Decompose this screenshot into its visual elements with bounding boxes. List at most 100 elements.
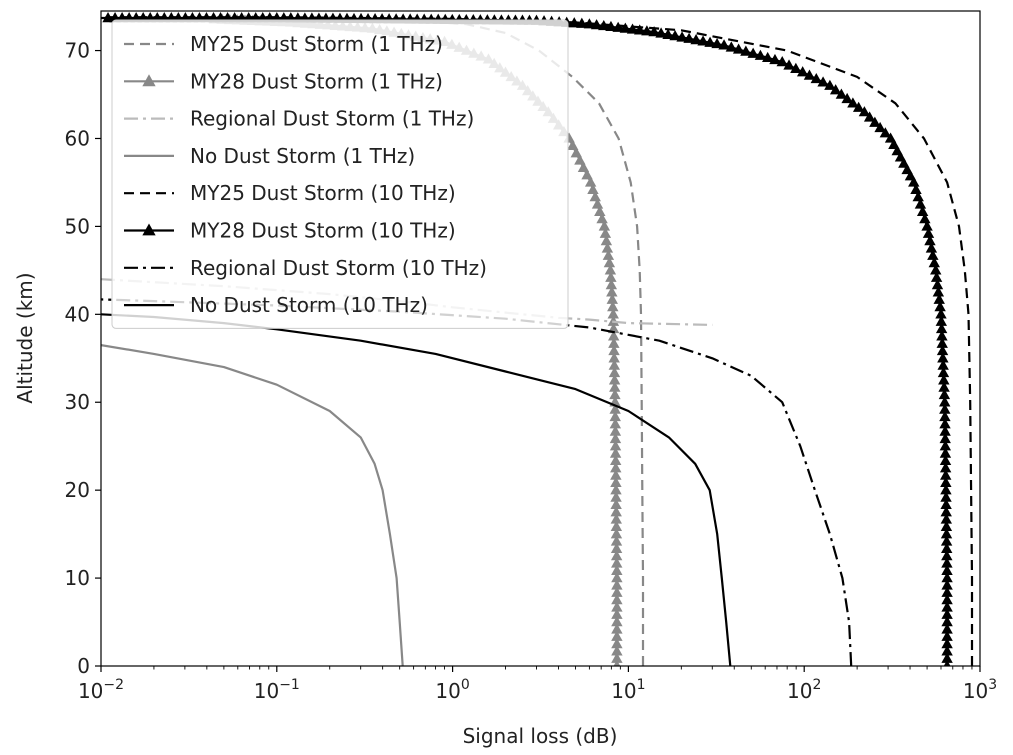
series-1-marker-43 <box>608 344 620 356</box>
series-5-marker-41 <box>937 359 949 370</box>
series-1-marker-64 <box>589 191 601 202</box>
legend-marker-1 <box>142 74 156 87</box>
series-1-marker-48 <box>607 308 619 319</box>
series-1-marker-68 <box>577 161 590 172</box>
series-5-marker-59 <box>922 227 935 238</box>
plot-frame <box>100 10 981 667</box>
series-5-marker-31 <box>939 432 951 444</box>
series-5-marker-66 <box>908 176 920 187</box>
series-5-marker-52 <box>931 279 944 290</box>
series-line-3 <box>101 344 404 666</box>
series-5-marker-65 <box>910 183 922 194</box>
legend-label-5: MY28 Dust Storm (10 THz) <box>190 219 456 243</box>
series-5-marker-23 <box>940 491 952 502</box>
series-1-marker-2 <box>611 645 623 656</box>
series-5-marker-7 <box>941 608 953 619</box>
series-1-marker-7 <box>611 608 623 619</box>
series-5-marker-46 <box>935 322 948 334</box>
series-1-marker-41 <box>608 359 621 370</box>
series-1-marker-45 <box>608 330 620 341</box>
x-tick-label-4: 102 <box>787 677 821 703</box>
series-5-marker-15 <box>941 550 953 561</box>
series-1-marker-9 <box>611 594 623 605</box>
series-5-marker-42 <box>937 352 949 363</box>
series-5-marker-82 <box>835 88 848 99</box>
series-5-marker-32 <box>939 425 951 436</box>
y-axis-title: Altitude (km) <box>13 272 37 403</box>
series-5-marker-47 <box>935 315 948 326</box>
series-1-marker-56 <box>602 249 615 260</box>
series-5-marker-25 <box>940 476 952 488</box>
series-1-marker-39 <box>608 374 621 385</box>
series-5-marker-50 <box>933 293 945 304</box>
series-5-marker-27 <box>939 462 952 473</box>
series-1-marker-19 <box>610 520 623 531</box>
legend-label-2: Regional Dust Storm (1 THz) <box>190 107 474 131</box>
series-1-marker-37 <box>609 388 621 400</box>
series-line-4 <box>101 16 974 666</box>
series-5-marker-2 <box>941 645 953 656</box>
series-1-marker-16 <box>610 542 623 553</box>
series-1-marker-21 <box>610 506 622 517</box>
series-5-marker-24 <box>940 484 952 495</box>
series-5-marker-35 <box>939 403 951 414</box>
series-1-marker-15 <box>610 550 623 561</box>
series-1-marker-17 <box>610 535 623 546</box>
series-1-marker-32 <box>609 425 622 436</box>
series-5-marker-26 <box>940 469 952 480</box>
series-1-marker-69 <box>574 154 586 165</box>
series-5-marker-12 <box>941 572 953 583</box>
series-5-marker-58 <box>924 235 936 246</box>
series-1-marker-1 <box>611 652 623 663</box>
series-5-marker-54 <box>930 264 942 275</box>
series-1-marker-70 <box>570 147 582 158</box>
x-tick-label-3: 101 <box>611 677 645 703</box>
series-1-marker-30 <box>609 440 622 451</box>
series-5-marker-74 <box>879 127 892 138</box>
series-5-marker-57 <box>925 242 938 253</box>
legend-label-1: MY28 Dust Storm (1 THz) <box>190 69 443 93</box>
series-5-marker-186 <box>102 12 114 23</box>
series-1-marker-24 <box>610 484 622 495</box>
series-1-marker-14 <box>611 557 623 568</box>
series-1-marker-49 <box>607 300 619 312</box>
y-tick-label-4: 40 <box>65 302 90 326</box>
series-1-marker-54 <box>604 264 617 275</box>
series-5-marker-14 <box>941 557 953 568</box>
series-1-marker-5 <box>611 623 623 634</box>
series-5-marker-76 <box>869 116 881 127</box>
series-1-marker-38 <box>609 381 621 392</box>
series-1-marker-55 <box>603 257 616 268</box>
legend-label-7: No Dust Storm (10 THz) <box>190 293 428 317</box>
series-1-marker-58 <box>600 235 613 246</box>
series-1-marker-53 <box>605 271 617 282</box>
x-tick-label-0: 10−2 <box>78 677 124 703</box>
series-5-marker-72 <box>888 138 900 149</box>
series-5-marker-45 <box>936 330 948 341</box>
series-1-marker-60 <box>598 220 611 231</box>
series-1-marker-18 <box>610 528 623 539</box>
series-5-marker-69 <box>898 157 910 168</box>
y-tick-label-7: 70 <box>65 39 90 63</box>
y-tick-label-6: 60 <box>65 126 90 150</box>
series-1-marker-3 <box>611 638 623 649</box>
y-tick-label-3: 30 <box>65 390 90 414</box>
series-1-marker-44 <box>608 337 620 348</box>
series-5-marker-21 <box>940 506 952 517</box>
series-1-marker-40 <box>608 366 621 378</box>
series-5-marker-37 <box>938 388 951 400</box>
series-5-marker-120 <box>568 17 580 28</box>
series-5-marker-78 <box>858 106 871 117</box>
series-5-marker-89 <box>790 62 802 73</box>
series-1-marker-29 <box>609 447 622 458</box>
x-tick-label-5: 103 <box>963 677 997 703</box>
series-5-marker-49 <box>934 300 946 312</box>
series-1-marker-35 <box>609 403 621 414</box>
legend-marker-5 <box>142 223 156 236</box>
series-5-marker-88 <box>796 66 809 77</box>
series-1-marker-33 <box>609 418 622 429</box>
series-5-marker-73 <box>884 132 897 143</box>
x-tick-label-1: 10−1 <box>254 677 300 703</box>
